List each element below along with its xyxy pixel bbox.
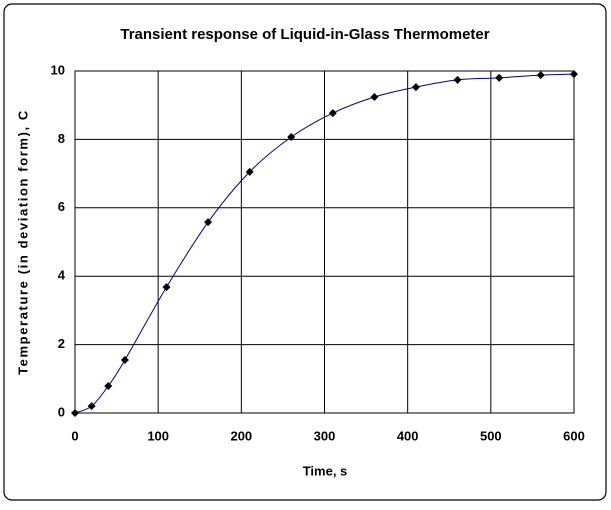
x-tick-label: 0 [71,428,78,443]
x-tick-label: 600 [563,428,585,443]
marker [287,133,296,142]
plot-border [74,70,575,414]
x-tick-label: 400 [397,428,419,443]
x-tick-label: 100 [147,428,169,443]
y-tick-label: 6 [58,199,65,214]
marker [120,355,129,364]
marker [453,75,462,84]
y-axis-label: Temperature (in deviation form), C [15,109,30,375]
marker [411,83,420,92]
y-tick-label: 0 [58,404,65,419]
x-tick-label: 300 [314,428,336,443]
marker [71,409,79,417]
y-tick-label: 10 [51,62,65,77]
marker [162,283,171,292]
marker [495,73,504,82]
y-tick-label: 2 [58,336,65,351]
x-tick-label: 200 [230,428,252,443]
y-tick-label: 8 [58,131,65,146]
marker [87,402,96,411]
marker [536,71,545,80]
series-line [74,73,575,414]
x-axis-label: Time, s [303,463,348,478]
marker [328,109,337,118]
marker [370,92,379,101]
y-tick-label: 4 [58,268,66,283]
marker [245,167,254,176]
marker [104,381,113,390]
x-tick-label: 500 [480,428,502,443]
marker [204,218,213,227]
marker [570,70,578,79]
chart-title: Transient response of Liquid-in-Glass Th… [120,26,489,43]
